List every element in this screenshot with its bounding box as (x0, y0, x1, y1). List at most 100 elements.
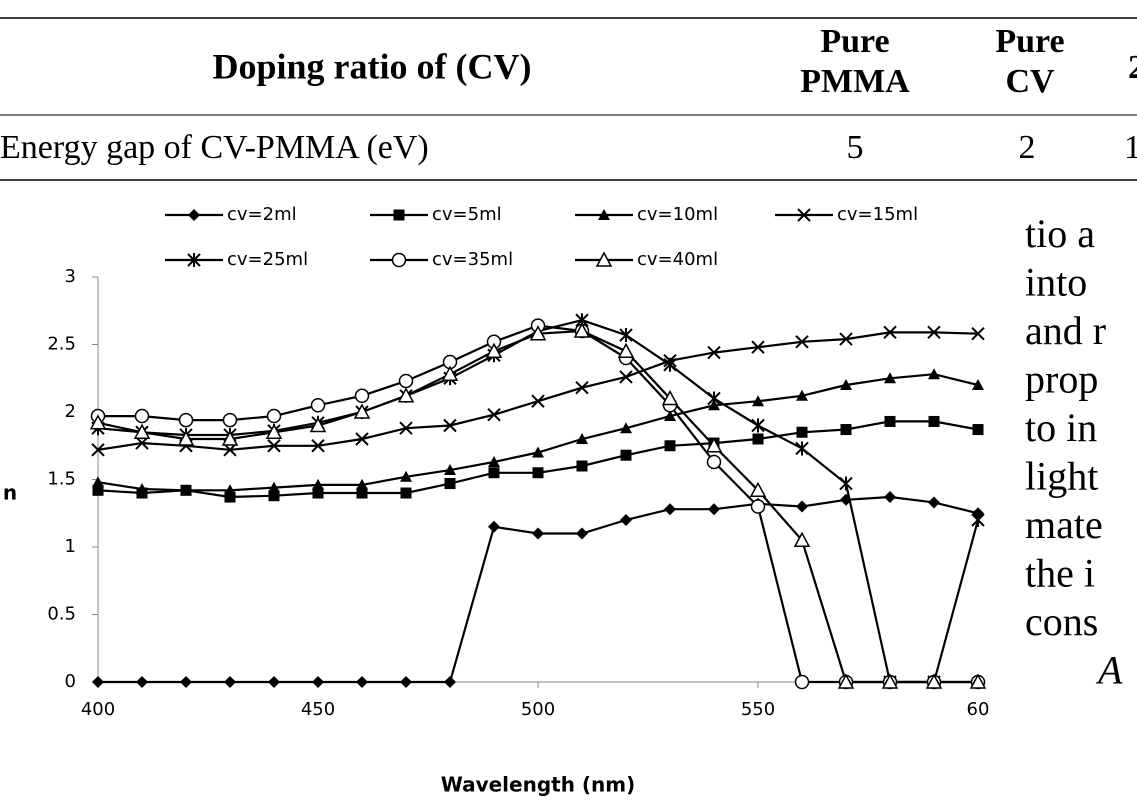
data-point (91, 443, 105, 457)
data-point (485, 342, 503, 358)
data-point (180, 676, 192, 688)
y-tick-label: 3 (65, 266, 76, 287)
data-point (664, 503, 676, 516)
legend-label: cv=15ml (837, 204, 918, 225)
data-point (356, 676, 368, 688)
data-point (575, 380, 589, 395)
body-text-line: prop (1025, 357, 1098, 402)
data-point (267, 439, 281, 453)
data-point (312, 478, 324, 490)
data-point (444, 464, 456, 476)
data-point (619, 370, 633, 384)
body-text-line: A (1095, 648, 1123, 693)
data-point (796, 426, 808, 438)
data-point (971, 326, 985, 341)
legend-item: cv=10ml (575, 204, 718, 225)
data-point (972, 379, 984, 390)
data-point (928, 415, 940, 427)
data-point (266, 408, 282, 424)
data-point (310, 398, 326, 413)
data-point (444, 478, 456, 490)
data-point (619, 328, 633, 343)
data-point (796, 389, 808, 401)
body-text-line: and r (1025, 308, 1106, 353)
legend-item: cv=40ml (575, 249, 718, 270)
data-point (224, 676, 236, 688)
data-point (839, 332, 853, 346)
y-axis-label: n (3, 481, 17, 505)
data-point (707, 345, 721, 360)
data-point (573, 322, 591, 338)
data-point (268, 676, 280, 688)
data-point (663, 357, 677, 372)
legend-marker (393, 209, 405, 221)
x-axis-label: Wavelength (nm) (441, 773, 636, 797)
x-tick-label: 550 (741, 699, 775, 720)
legend-label: cv=5ml (432, 204, 502, 225)
data-point (136, 676, 148, 688)
table-cell: 1 (1124, 129, 1137, 166)
legend-marker (595, 251, 613, 267)
data-point (92, 676, 104, 688)
y-tick-label: 2 (65, 401, 76, 422)
data-point (531, 394, 545, 408)
data-point (529, 325, 547, 341)
data-point (354, 388, 370, 404)
data-point (751, 340, 765, 354)
data-point (532, 527, 544, 540)
legend-marker (598, 209, 610, 220)
legend-marker (797, 208, 811, 222)
data-point (488, 467, 500, 479)
x-tick-label: 450 (301, 699, 335, 720)
data-point (620, 449, 632, 461)
data-point (311, 439, 325, 453)
series-line (98, 495, 979, 684)
series-markers (91, 325, 985, 457)
data-point (707, 391, 721, 406)
legend-item: cv=2ml (165, 204, 297, 225)
legend-marker (391, 252, 407, 268)
data-point (221, 430, 239, 446)
data-point (796, 500, 808, 513)
body-text-line: mate (1025, 502, 1103, 547)
series-markers (92, 368, 984, 496)
data-point (752, 433, 764, 445)
data-point (400, 676, 412, 688)
data-point (617, 342, 635, 358)
legend-item: cv=5ml (370, 204, 502, 225)
legend-marker (187, 253, 201, 267)
data-point (928, 368, 940, 380)
data-point (793, 531, 811, 547)
body-text-line: light (1025, 454, 1098, 499)
data-point (356, 478, 368, 490)
data-point (884, 372, 896, 384)
table-header-cell: Pure PMMA (800, 23, 910, 100)
data-point (795, 335, 809, 349)
data-point (705, 437, 723, 453)
data-point (265, 423, 283, 439)
data-point (400, 470, 412, 482)
data-point (309, 416, 327, 433)
data-point (397, 387, 415, 403)
data-point (969, 673, 987, 689)
data-point (92, 476, 104, 488)
legend-item: cv=35ml (370, 249, 513, 270)
data-point (178, 412, 194, 428)
data-point (751, 418, 765, 433)
data-point (840, 424, 852, 436)
data-point (576, 527, 588, 540)
data-point (576, 433, 588, 444)
body-text-line: to in (1025, 405, 1097, 450)
data-point (840, 493, 852, 506)
data-point (708, 503, 720, 516)
table-header: Pure PMMA (800, 23, 910, 100)
series-markers (92, 491, 984, 688)
data-point (133, 423, 151, 439)
data-point (180, 484, 192, 496)
data-point (136, 482, 148, 494)
data-point (884, 491, 896, 504)
x-tick-label: 60 (967, 699, 990, 720)
data-point (223, 443, 237, 457)
data-point (972, 424, 984, 436)
data-point (928, 496, 940, 509)
